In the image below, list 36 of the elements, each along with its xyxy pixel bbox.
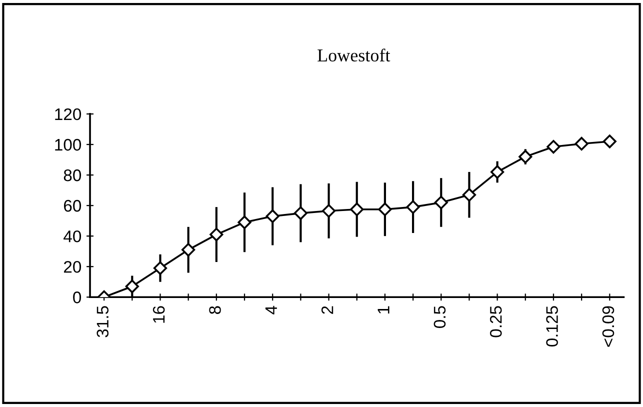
- point: [266, 209, 280, 224]
- point: [210, 228, 224, 242]
- point: [182, 243, 196, 257]
- point: [406, 200, 420, 214]
- x-tick-label: 1: [378, 306, 390, 314]
- point: [378, 202, 392, 216]
- y-tick-label: 20: [64, 260, 82, 273]
- y-tick-label: 120: [55, 108, 82, 120]
- point: [518, 150, 532, 164]
- y-tick-label: 80: [64, 169, 82, 182]
- x-tick-label: 31.5: [96, 306, 109, 338]
- y-tick-label: 0: [73, 292, 82, 304]
- y-tick-label: 40: [64, 230, 82, 242]
- point: [490, 165, 504, 179]
- y-tick-label: 60: [64, 200, 82, 212]
- x-tick-label: 0.125: [546, 306, 558, 346]
- point: [434, 196, 448, 210]
- x-tick-label: 8: [209, 306, 221, 314]
- point: [602, 134, 616, 148]
- x-tick-label: 2: [321, 306, 334, 314]
- point: [546, 140, 560, 154]
- point: [294, 206, 308, 220]
- point: [574, 136, 588, 151]
- point: [350, 202, 364, 216]
- point: [125, 280, 139, 294]
- x-tick-label: 16: [152, 306, 165, 323]
- chart-title: Lowestoft: [318, 48, 390, 62]
- x-tick-label: 0.5: [434, 306, 446, 328]
- point: [322, 204, 336, 218]
- x-tick-label: 0.25: [490, 306, 502, 338]
- x-tick-label: <0.09: [602, 306, 614, 347]
- point: [153, 261, 168, 275]
- x-tick-label: 4: [265, 306, 277, 314]
- y-tick-label: 100: [55, 138, 82, 151]
- point: [462, 188, 476, 202]
- point: [238, 216, 252, 230]
